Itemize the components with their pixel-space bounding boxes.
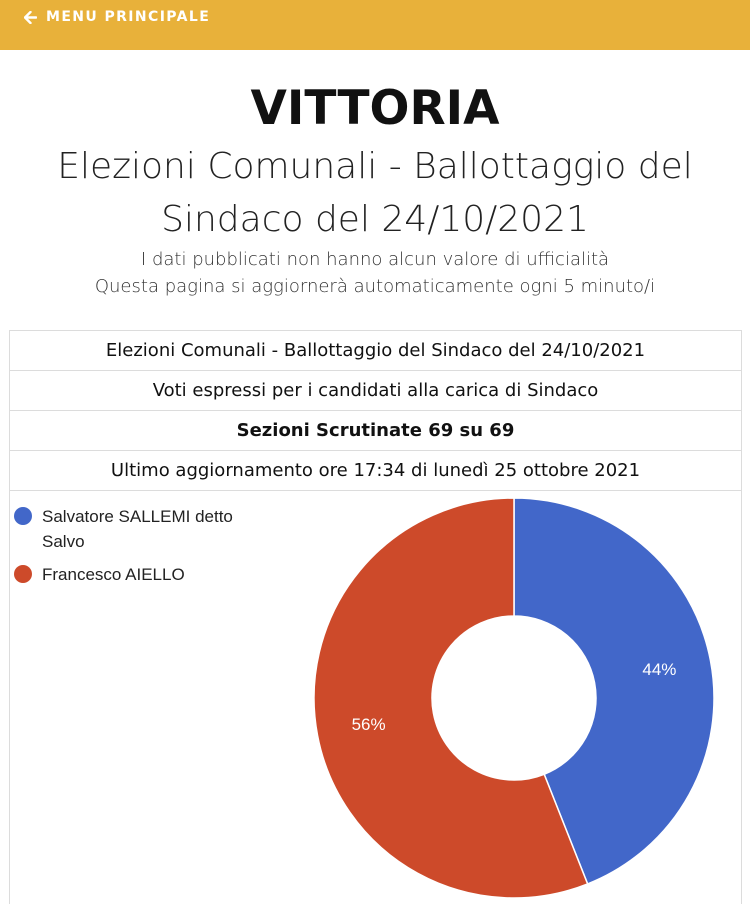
election-name-cell: Elezioni Comunali - Ballottaggio del Sin… bbox=[9, 330, 742, 371]
top-bar: MENU PRINCIPALE bbox=[0, 0, 750, 50]
back-link-label: MENU PRINCIPALE bbox=[46, 9, 211, 25]
sections-counted-cell: Sezioni Scrutinate 69 su 69 bbox=[9, 410, 742, 451]
arrow-left-icon bbox=[24, 10, 37, 24]
page-header: VITTORIA Elezioni Comunali - Ballottaggi… bbox=[0, 78, 750, 300]
last-update-cell: Ultimo aggiornamento ore 17:34 di lunedì… bbox=[9, 450, 742, 491]
donut-slice[interactable] bbox=[313, 497, 589, 899]
donut-chart: 44% 56% bbox=[313, 497, 715, 899]
votes-caption-cell: Voti espressi per i candidati alla caric… bbox=[9, 370, 742, 411]
slice-percentage-label: 44% bbox=[642, 660, 676, 679]
page-title: VITTORIA bbox=[250, 81, 500, 136]
legend-swatch bbox=[14, 507, 32, 525]
slice-percentage-label: 56% bbox=[352, 715, 386, 734]
back-to-main-menu-link[interactable]: MENU PRINCIPALE bbox=[24, 9, 210, 25]
donut-slice[interactable] bbox=[513, 497, 715, 885]
election-title: Elezioni Comunali - Ballottaggio del Sin… bbox=[57, 146, 693, 240]
table-row: Elezioni Comunali - Ballottaggio del Sin… bbox=[9, 330, 742, 371]
table-row: Voti espressi per i candidati alla caric… bbox=[9, 370, 742, 411]
table-row: Sezioni Scrutinate 69 su 69 bbox=[9, 410, 742, 451]
chart-legend: Salvatore SALLEMI detto Salvo Francesco … bbox=[14, 504, 234, 595]
refresh-note: Questa pagina si aggiornerà automaticame… bbox=[94, 276, 656, 297]
legend-label: Salvatore SALLEMI detto Salvo bbox=[42, 507, 233, 551]
vote-share-chart: Salvatore SALLEMI detto Salvo Francesco … bbox=[9, 490, 742, 904]
legend-swatch bbox=[14, 565, 32, 583]
disclaimer-text: I dati pubblicati non hanno alcun valore… bbox=[140, 249, 610, 270]
legend-label: Francesco AIELLO bbox=[42, 565, 185, 584]
legend-item[interactable]: Francesco AIELLO bbox=[14, 562, 234, 587]
legend-item[interactable]: Salvatore SALLEMI detto Salvo bbox=[14, 504, 234, 554]
table-row: Ultimo aggiornamento ore 17:34 di lunedì… bbox=[9, 450, 742, 491]
election-info-table: Elezioni Comunali - Ballottaggio del Sin… bbox=[9, 330, 742, 491]
